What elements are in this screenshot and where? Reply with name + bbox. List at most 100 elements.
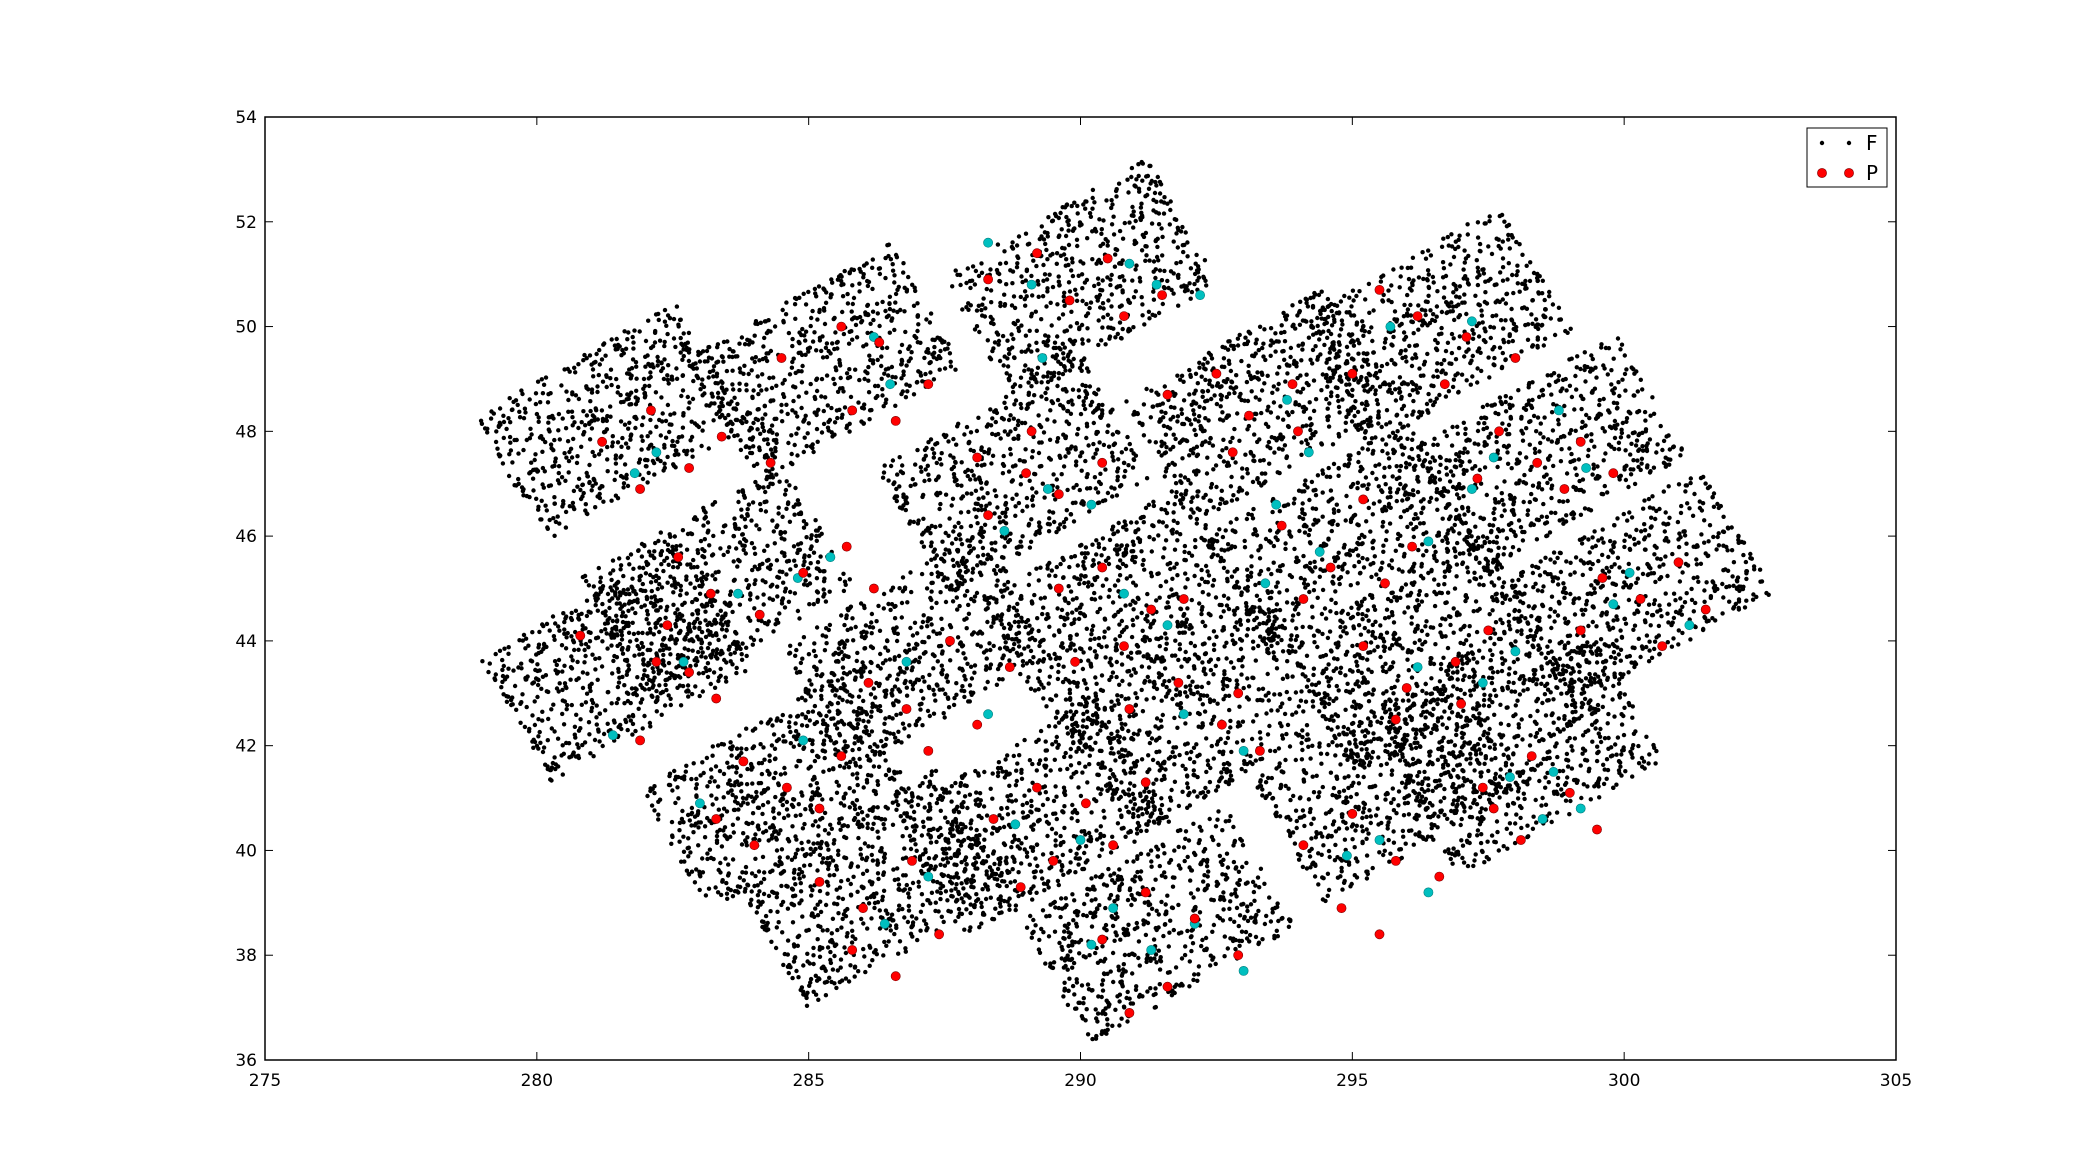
f-point (784, 300, 789, 305)
f-point (557, 481, 562, 486)
f-point (909, 350, 914, 355)
f-point (888, 257, 894, 262)
f-point (1027, 478, 1032, 483)
f-point (829, 405, 834, 411)
f-point (615, 633, 620, 638)
f-point (1140, 178, 1145, 183)
f-point (653, 625, 658, 630)
f-point (637, 578, 642, 583)
f-point (1218, 454, 1223, 460)
f-point (581, 490, 586, 496)
f-point (1220, 497, 1225, 502)
f-point (1023, 447, 1028, 452)
f-point (557, 521, 562, 526)
f-point (1010, 390, 1016, 395)
f-point (645, 480, 650, 485)
f-point (1081, 261, 1086, 266)
f-point (1362, 358, 1367, 364)
f-point (803, 302, 809, 307)
f-point (609, 577, 614, 583)
f-point (1290, 303, 1295, 308)
f-point (885, 243, 890, 248)
f-point (1565, 330, 1570, 335)
f-point (950, 557, 956, 563)
f-point (633, 414, 638, 420)
f-point (932, 337, 937, 343)
f-point (1020, 534, 1025, 539)
f-point (918, 373, 924, 378)
f-point (655, 354, 660, 360)
f-point (1096, 281, 1101, 287)
f-point (879, 363, 884, 369)
f-point (662, 357, 667, 362)
f-point (523, 646, 528, 651)
f-point (562, 619, 567, 625)
f-point (861, 421, 866, 426)
f-point (1141, 433, 1147, 438)
f-point (1456, 302, 1461, 307)
f-point (1059, 227, 1064, 232)
f-point (649, 442, 654, 447)
f-point (1025, 347, 1031, 352)
f-point (1188, 296, 1193, 301)
f-point (1162, 384, 1168, 389)
f-point (1218, 404, 1223, 409)
f-point (565, 702, 570, 708)
f-point (1045, 521, 1051, 527)
f-point (847, 367, 852, 372)
f-point (964, 491, 970, 496)
f-point (609, 498, 614, 503)
f-point (714, 374, 719, 379)
f-point (1450, 384, 1456, 390)
f-point (1431, 280, 1436, 285)
f-point (601, 430, 607, 435)
f-point (1024, 495, 1030, 501)
f-point (972, 507, 977, 512)
f-point (737, 559, 742, 564)
f-point (1245, 398, 1251, 404)
f-point (1416, 327, 1421, 332)
f-point (1448, 262, 1453, 267)
f-point (1016, 255, 1021, 261)
f-point (594, 715, 599, 720)
f-point (1490, 313, 1495, 319)
f-point (803, 578, 808, 583)
f-point (767, 469, 772, 474)
f-point (801, 291, 806, 296)
f-point (675, 652, 681, 658)
f-point (1354, 293, 1359, 299)
f-point (540, 718, 545, 723)
f-point (713, 577, 718, 582)
f-point (1299, 358, 1304, 363)
f-point (723, 620, 728, 625)
f-point (699, 646, 704, 651)
f-point (1079, 222, 1084, 227)
f-point (552, 659, 558, 664)
f-point (988, 267, 993, 272)
f-point (1048, 408, 1053, 413)
f-point (620, 651, 626, 656)
f-point (1240, 475, 1245, 480)
f-point (1029, 368, 1035, 373)
f-point (1209, 396, 1214, 402)
f-point (910, 282, 915, 287)
f-point (832, 420, 838, 425)
f-point (625, 483, 631, 489)
f-point (746, 342, 752, 347)
f-point (793, 385, 798, 390)
f-point (507, 396, 512, 401)
f-point (1310, 303, 1316, 309)
f-point (1153, 267, 1159, 272)
f-point (1503, 357, 1508, 362)
f-point (848, 394, 854, 400)
f-point (1247, 331, 1253, 336)
f-point (1457, 233, 1462, 238)
f-point (841, 571, 846, 576)
f-point (1303, 296, 1308, 301)
f-point (1010, 345, 1015, 350)
f-point (937, 456, 943, 462)
f-point (1137, 189, 1142, 194)
f-point (1111, 442, 1116, 448)
f-point (1029, 497, 1035, 503)
f-point (1188, 266, 1194, 271)
